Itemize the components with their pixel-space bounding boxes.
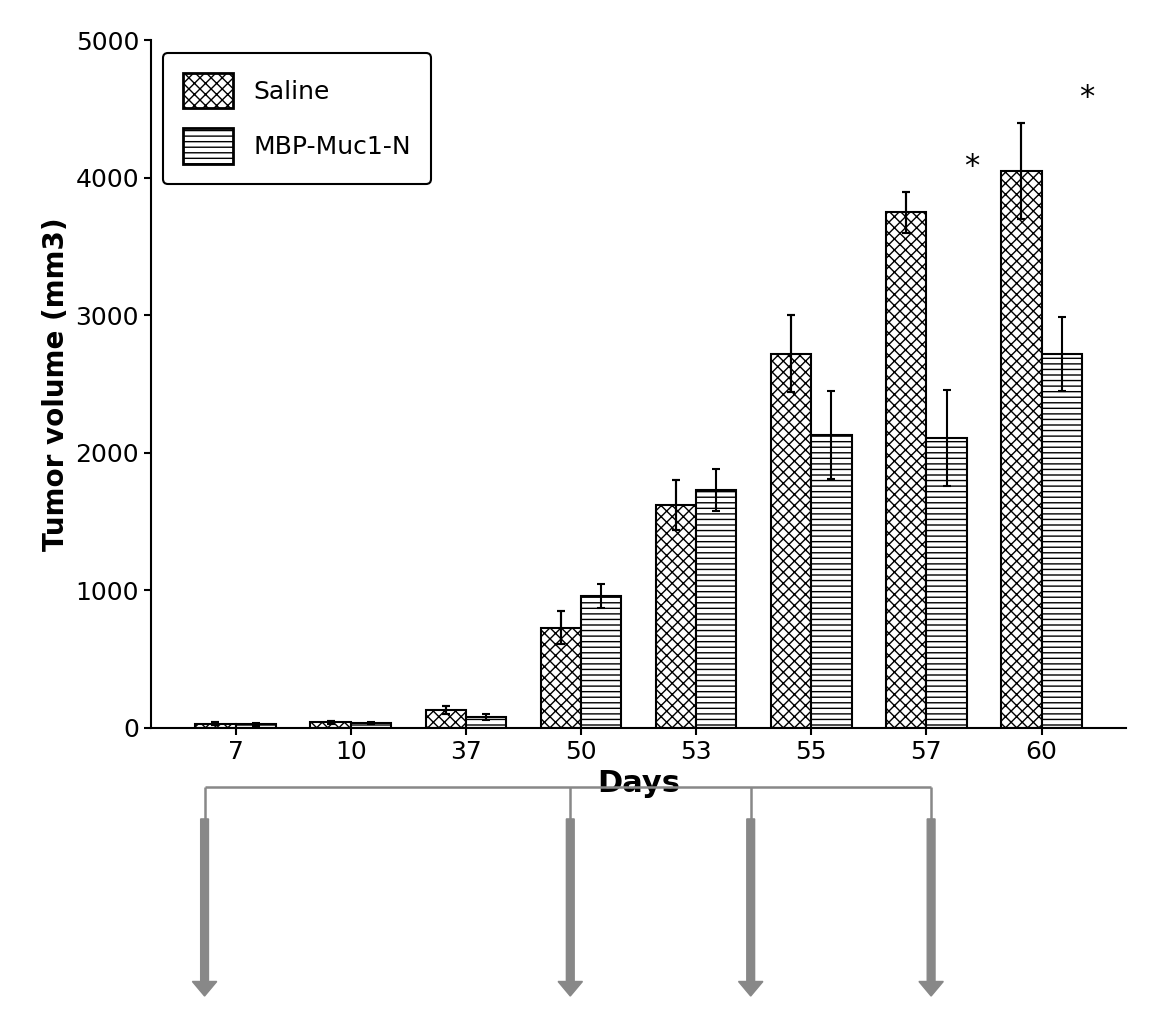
FancyArrow shape — [738, 819, 763, 996]
FancyArrow shape — [920, 819, 943, 996]
Bar — [656, 506, 697, 728]
FancyArrow shape — [558, 819, 583, 996]
Bar — [426, 710, 466, 728]
Bar — [580, 595, 621, 728]
Bar — [812, 435, 851, 728]
Bar — [195, 724, 236, 728]
Bar — [236, 725, 276, 728]
Y-axis label: Tumor volume (mm3): Tumor volume (mm3) — [42, 217, 70, 551]
Bar — [466, 717, 506, 728]
Bar — [351, 723, 391, 728]
Bar — [1041, 354, 1082, 728]
X-axis label: Days: Days — [597, 769, 680, 799]
Text: *: * — [964, 152, 979, 181]
Bar — [310, 723, 351, 728]
Legend: Saline, MBP-Muc1-N: Saline, MBP-Muc1-N — [164, 53, 431, 184]
Bar — [886, 212, 926, 728]
Bar — [771, 354, 812, 728]
Bar — [1001, 171, 1041, 728]
Bar — [926, 438, 967, 728]
Bar — [697, 490, 736, 728]
FancyArrow shape — [193, 819, 217, 996]
Text: *: * — [1079, 83, 1094, 112]
Bar — [541, 628, 580, 728]
